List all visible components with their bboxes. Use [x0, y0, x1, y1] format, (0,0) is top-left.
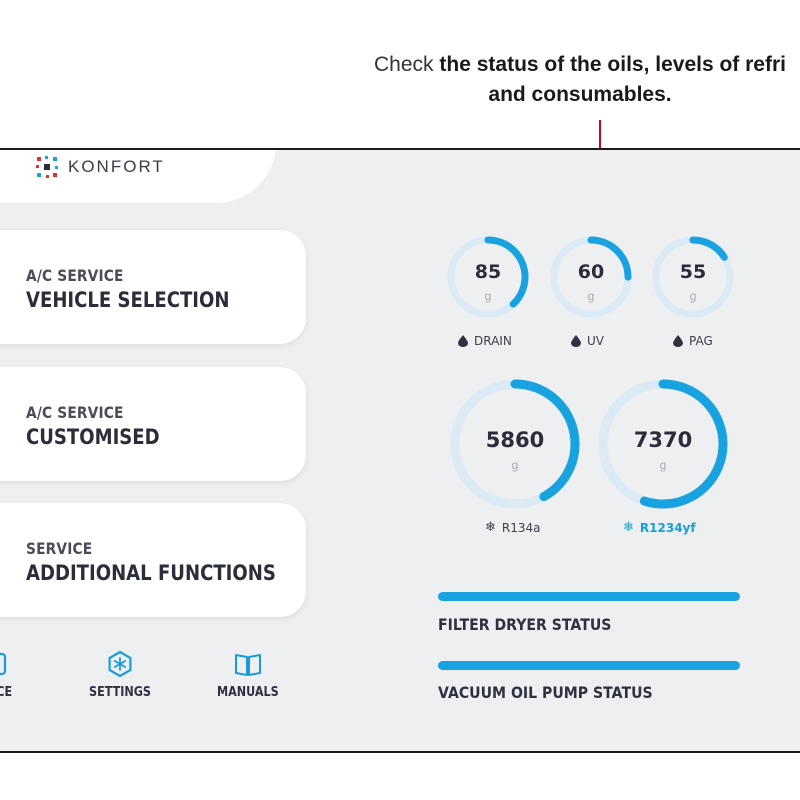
menu-card-title: VEHICLE SELECTION [26, 288, 230, 312]
menu-card-subtitle: A/C SERVICE [26, 266, 124, 285]
nav-settings[interactable]: SETTINGS [80, 650, 160, 701]
callout-text: Check the status of the oils, levels of … [300, 50, 800, 110]
menu-card-customised[interactable]: A/C SERVICE CUSTOMISED [0, 367, 306, 481]
gauge-drain: 85 g [443, 232, 533, 322]
logo-header: KONFORT [0, 150, 276, 203]
gauge-label-r1234yf: ❄ R1234yf [623, 520, 696, 535]
gauge-ring [450, 379, 580, 509]
nav-maintenance[interactable]: CE [0, 650, 24, 701]
menu-card-title: CUSTOMISED [26, 425, 160, 449]
nav-label: CE [0, 685, 12, 700]
gauge-level-arc [550, 236, 632, 318]
gauge-unit: g [587, 289, 595, 303]
drop-icon [458, 335, 468, 347]
gauge-level-arc [598, 379, 728, 509]
gauge-ring [550, 236, 632, 318]
gauge-uv: 60 g [546, 232, 636, 322]
maintenance-icon [0, 652, 7, 676]
gauge-value: 5860 [485, 428, 545, 452]
manual-book-icon: ? [235, 654, 261, 676]
nav-label: MANUALS [217, 685, 279, 700]
gauge-unit: g [511, 458, 519, 472]
callout-prefix: Check [374, 53, 434, 76]
gauge-level-arc [450, 379, 580, 509]
callout-bold-line1: the status of the oils, levels of refri [439, 53, 786, 76]
drop-icon [571, 335, 581, 347]
gauge-unit: g [689, 289, 697, 303]
gauge-ring [447, 236, 529, 318]
gauge-ring [598, 379, 728, 509]
logo-text: KONFORT [68, 157, 165, 176]
gauge-label-text: R1234yf [639, 520, 696, 535]
gauge-label-pag: PAG [673, 334, 713, 348]
filter-dryer-status-bar [438, 592, 740, 601]
gauge-r1234yf[interactable]: 7370 g [595, 376, 731, 512]
gauge-level-arc [447, 236, 529, 318]
gauge-value: 85 [474, 261, 502, 283]
gauge-r134a: 5860 g [447, 376, 583, 512]
gauge-label-uv: UV [571, 334, 604, 348]
konfort-logo: KONFORT [34, 154, 165, 180]
menu-card-title: ADDITIONAL FUNCTIONS [26, 561, 276, 585]
menu-card-subtitle: A/C SERVICE [26, 403, 124, 422]
snowflake-icon: ❄ [623, 520, 634, 535]
gauge-ring [652, 236, 734, 318]
gauge-label-text: PAG [689, 334, 713, 348]
gauge-unit: g [484, 289, 492, 303]
gauge-value: 60 [577, 261, 605, 283]
gauge-level-arc [652, 236, 734, 318]
gauge-label-r134a: ❄ R134a [485, 520, 541, 535]
drop-icon [673, 335, 683, 347]
menu-card-additional-functions[interactable]: SERVICE ADDITIONAL FUNCTIONS [0, 503, 306, 617]
device-screen: KONFORT A/C SERVICE VEHICLE SELECTION A/… [0, 148, 800, 753]
svg-text:?: ? [245, 660, 251, 671]
gauge-value: 7370 [633, 428, 693, 452]
konfort-logo-icon [36, 156, 58, 178]
snowflake-icon: ❄ [485, 520, 496, 535]
menu-card-vehicle-selection[interactable]: A/C SERVICE VEHICLE SELECTION [0, 230, 306, 344]
gauge-label-text: DRAIN [474, 334, 512, 348]
menu-card-subtitle: SERVICE [26, 539, 93, 558]
gauge-value: 55 [679, 261, 707, 283]
gauge-pag: 55 g [648, 232, 738, 322]
vacuum-oil-pump-status-label: VACUUM OIL PUMP STATUS [438, 683, 653, 702]
vacuum-oil-pump-status-bar [438, 661, 740, 670]
gauge-label-drain: DRAIN [458, 334, 512, 348]
nav-label: SETTINGS [89, 685, 151, 700]
gauge-unit: g [659, 458, 667, 472]
nav-manuals[interactable]: ? MANUALS [208, 650, 288, 701]
gear-icon [108, 650, 132, 678]
gauge-label-text: R134a [501, 520, 541, 535]
filter-dryer-status-label: FILTER DRYER STATUS [438, 615, 612, 634]
gauge-label-text: UV [587, 334, 604, 348]
callout-bold-line2: and consumables. [488, 83, 672, 106]
